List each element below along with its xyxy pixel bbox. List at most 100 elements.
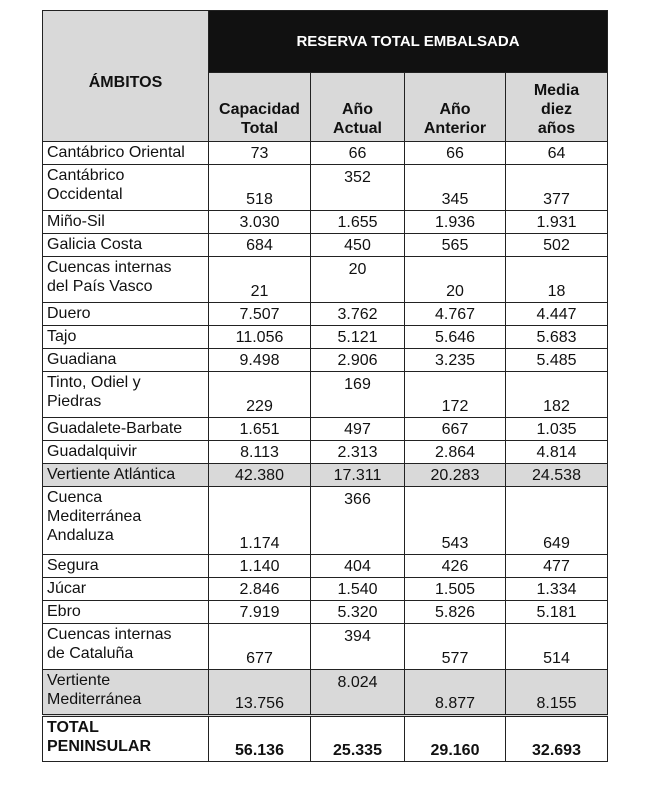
- cell-ano-actual: 366: [310, 486, 405, 555]
- cell-media-diez-anos: 32.693: [504, 714, 609, 762]
- ambito-name: Vertiente Mediterránea: [42, 669, 209, 716]
- cell-ano-anterior: 1.936: [404, 210, 506, 234]
- table-row: Cuencas internas de Cataluña 677 394 577 514: [42, 623, 609, 670]
- cell-ano-actual: 2.313: [310, 440, 405, 464]
- cell-capacidad-total: 9.498: [208, 348, 311, 372]
- cell-ano-anterior: 577: [404, 623, 506, 670]
- ambito-name: Miño-Sil: [42, 210, 209, 234]
- cell-media-diez-anos: 18: [504, 256, 609, 303]
- header-ambitos: ÁMBITOS: [42, 10, 209, 142]
- cell-capacidad-total: 21: [208, 256, 311, 303]
- cell-ano-anterior: 2.864: [404, 440, 506, 464]
- cell-media-diez-anos: 4.814: [504, 440, 609, 464]
- header-reserva-total: RESERVA TOTAL EMBALSADA: [207, 10, 609, 73]
- cell-ano-anterior: 5.826: [404, 600, 506, 624]
- cell-ano-actual: 1.540: [310, 577, 405, 601]
- cell-capacidad-total: 42.380: [208, 463, 311, 487]
- ambito-name: Cuenca Mediterránea Andaluza: [42, 486, 209, 555]
- cell-capacidad-total: 1.651: [208, 417, 311, 441]
- header-media-diez-anos: Media diez años: [504, 72, 609, 142]
- cell-ano-anterior: 5.646: [404, 325, 506, 349]
- cell-ano-actual: 394: [310, 623, 405, 670]
- cell-capacidad-total: 677: [208, 623, 311, 670]
- cell-capacidad-total: 73: [208, 141, 311, 165]
- cell-ano-actual: 17.311: [310, 463, 405, 487]
- cell-media-diez-anos: 24.538: [504, 463, 609, 487]
- header-ano-anterior: Año Anterior: [404, 72, 506, 142]
- cell-ano-anterior: 8.877: [404, 669, 506, 716]
- cell-media-diez-anos: 5.485: [504, 348, 609, 372]
- cell-ano-anterior: 66: [404, 141, 506, 165]
- cell-media-diez-anos: 514: [504, 623, 609, 670]
- table-row: Cantábrico Occidental 518 352 345 377: [42, 164, 609, 211]
- cell-ano-anterior: 172: [404, 371, 506, 418]
- table-row: Galicia Costa 684 450 565 502: [42, 233, 609, 257]
- cell-ano-actual: 450: [310, 233, 405, 257]
- cell-media-diez-anos: 377: [504, 164, 609, 211]
- cell-ano-actual: 404: [310, 554, 405, 578]
- cell-ano-actual: 25.335: [310, 714, 405, 762]
- table-row: Duero 7.507 3.762 4.767 4.447: [42, 302, 609, 326]
- cell-ano-actual: 2.906: [310, 348, 405, 372]
- cell-media-diez-anos: 477: [504, 554, 609, 578]
- ambito-name: Duero: [42, 302, 209, 326]
- cell-ano-actual: 5.320: [310, 600, 405, 624]
- table-row: Cuenca Mediterránea Andaluza 1.174 366 543 649: [42, 486, 609, 555]
- table-row: Guadalete-Barbate 1.651 497 667 1.035: [42, 417, 609, 441]
- cell-ano-anterior: 20: [404, 256, 506, 303]
- table-row: Guadiana 9.498 2.906 3.235 5.485: [42, 348, 609, 372]
- cell-media-diez-anos: 64: [504, 141, 609, 165]
- cell-capacidad-total: 1.174: [208, 486, 311, 555]
- cell-ano-anterior: 667: [404, 417, 506, 441]
- cell-capacidad-total: 684: [208, 233, 311, 257]
- cell-ano-actual: 20: [310, 256, 405, 303]
- cell-media-diez-anos: 502: [504, 233, 609, 257]
- cell-media-diez-anos: 649: [504, 486, 609, 555]
- cell-ano-actual: 3.762: [310, 302, 405, 326]
- cell-ano-actual: 5.121: [310, 325, 405, 349]
- cell-ano-actual: 66: [310, 141, 405, 165]
- table-row: Cuencas internas del País Vasco 21 20 20 18: [42, 256, 609, 303]
- table-row: Tajo 11.056 5.121 5.646 5.683: [42, 325, 609, 349]
- table-row: Ebro 7.919 5.320 5.826 5.181: [42, 600, 609, 624]
- ambito-name: Guadiana: [42, 348, 209, 372]
- ambito-name: Júcar: [42, 577, 209, 601]
- cell-ano-anterior: 4.767: [404, 302, 506, 326]
- ambito-name: Ebro: [42, 600, 209, 624]
- cell-ano-anterior: 3.235: [404, 348, 506, 372]
- ambito-name: Guadalete-Barbate: [42, 417, 209, 441]
- cell-ano-anterior: 20.283: [404, 463, 506, 487]
- table-row: Cantábrico Oriental 73 66 66 64: [42, 141, 609, 165]
- cell-capacidad-total: 229: [208, 371, 311, 418]
- cell-ano-actual: 352: [310, 164, 405, 211]
- cell-capacidad-total: 518: [208, 164, 311, 211]
- ambito-name: TOTAL PENINSULAR: [42, 714, 209, 762]
- table-row: Guadalquivir 8.113 2.313 2.864 4.814: [42, 440, 609, 464]
- cell-ano-anterior: 426: [404, 554, 506, 578]
- table-row: Júcar 2.846 1.540 1.505 1.334: [42, 577, 609, 601]
- ambito-name: Cantábrico Occidental: [42, 164, 209, 211]
- cell-capacidad-total: 3.030: [208, 210, 311, 234]
- ambito-name: Segura: [42, 554, 209, 578]
- cell-ano-actual: 497: [310, 417, 405, 441]
- ambito-name: Cuencas internas del País Vasco: [42, 256, 209, 303]
- cell-media-diez-anos: 1.334: [504, 577, 609, 601]
- table-row: Tinto, Odiel y Piedras 229 169 172 182: [42, 371, 609, 418]
- cell-ano-anterior: 543: [404, 486, 506, 555]
- cell-capacidad-total: 11.056: [208, 325, 311, 349]
- cell-media-diez-anos: 1.931: [504, 210, 609, 234]
- cell-capacidad-total: 8.113: [208, 440, 311, 464]
- cell-capacidad-total: 13.756: [208, 669, 311, 716]
- ambito-name: Cantábrico Oriental: [42, 141, 209, 165]
- cell-media-diez-anos: 5.683: [504, 325, 609, 349]
- ambito-name: Galicia Costa: [42, 233, 209, 257]
- cell-capacidad-total: 7.507: [208, 302, 311, 326]
- cell-capacidad-total: 56.136: [208, 714, 311, 762]
- cell-ano-actual: 1.655: [310, 210, 405, 234]
- ambito-name: Tajo: [42, 325, 209, 349]
- ambito-name: Cuencas internas de Cataluña: [42, 623, 209, 670]
- ambito-name: Tinto, Odiel y Piedras: [42, 371, 209, 418]
- subtotal-row: Vertiente Mediterránea 13.756 8.024 8.877 8.1…: [42, 669, 609, 716]
- cell-ano-anterior: 29.160: [404, 714, 506, 762]
- total-row: TOTAL PENINSULAR 56.136 25.335 29.160 32.693: [42, 714, 609, 762]
